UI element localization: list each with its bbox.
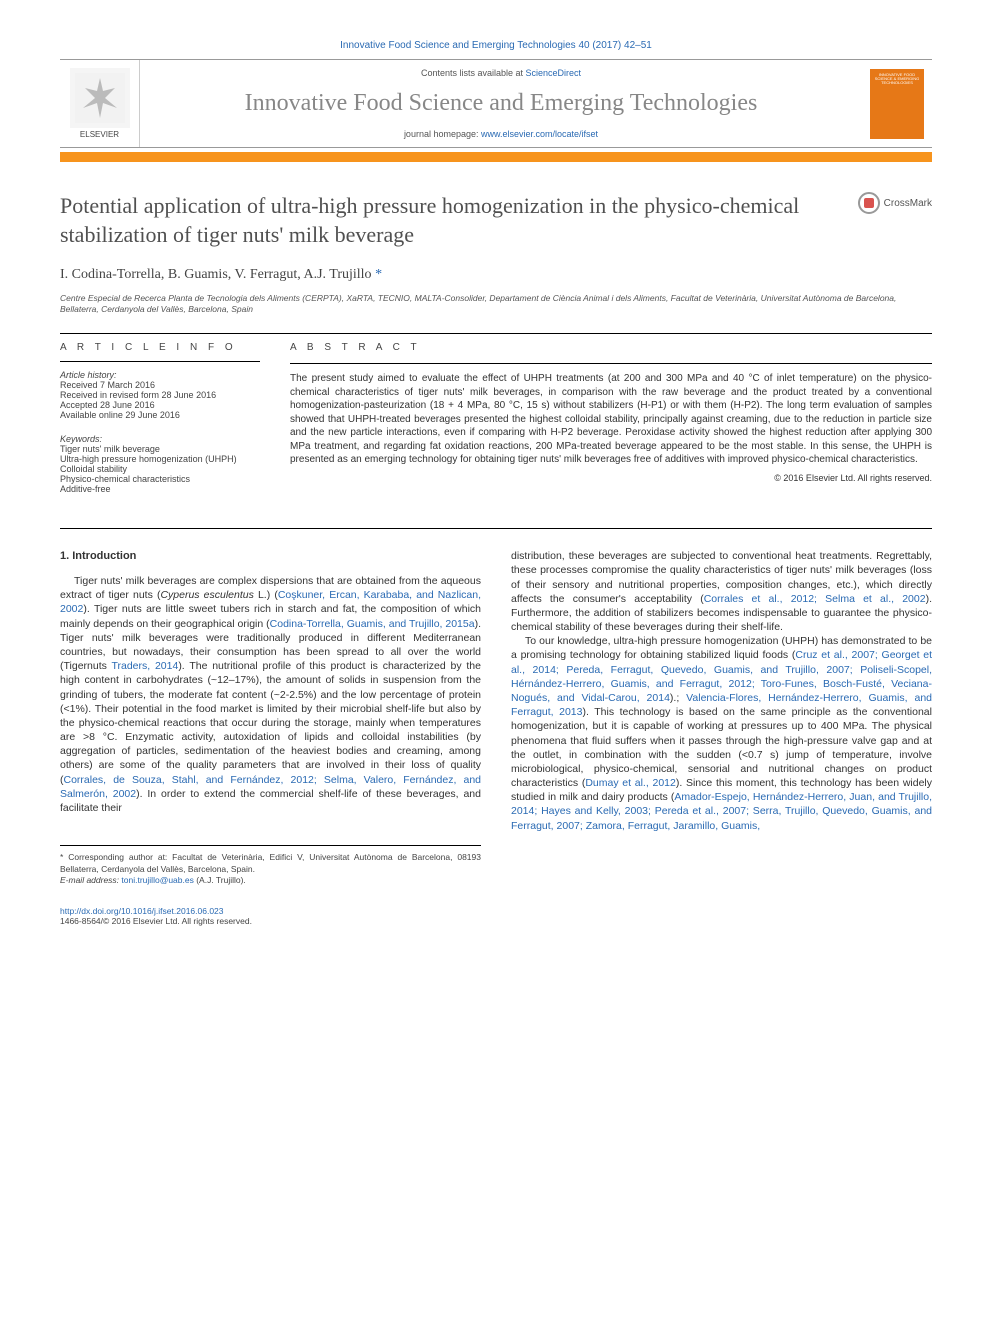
ref-link[interactable]: Dumay et al., 2012	[585, 777, 676, 789]
divider-abstract	[290, 363, 932, 364]
keyword: Physico-chemical characteristics	[60, 474, 190, 484]
article-title: Potential application of ultra-high pres…	[60, 192, 858, 249]
affiliation: Centre Especial de Recerca Planta de Tec…	[60, 293, 932, 315]
publisher-logo-block: ELSEVIER	[60, 60, 140, 147]
crossmark-icon	[858, 192, 880, 214]
journal-name: Innovative Food Science and Emerging Tec…	[160, 90, 842, 117]
top-citation: Innovative Food Science and Emerging Tec…	[60, 40, 932, 51]
body-paragraph: To our knowledge, ultra-high pressure ho…	[511, 634, 932, 832]
ref-link[interactable]: Corrales et al., 2012; Selma et al., 200…	[704, 593, 926, 605]
history-received: Received 7 March 2016	[60, 380, 155, 390]
abstract-text: The present study aimed to evaluate the …	[290, 372, 932, 467]
body-paragraph: distribution, these beverages are subjec…	[511, 549, 932, 634]
section-heading: 1. Introduction	[60, 549, 481, 564]
intro-paragraph: Tiger nuts' milk beverages are complex d…	[60, 574, 481, 815]
history-online: Available online 29 June 2016	[60, 410, 180, 420]
ref-link[interactable]: Codina-Torrella, Guamis, and Trujillo, 2…	[270, 618, 475, 630]
journal-homepage-link[interactable]: www.elsevier.com/locate/ifset	[481, 129, 598, 139]
body-columns: 1. Introduction Tiger nuts' milk beverag…	[60, 549, 932, 886]
history-label: Article history:	[60, 370, 117, 380]
crossmark-badge[interactable]: CrossMark	[858, 192, 932, 214]
keywords-label: Keywords:	[60, 434, 102, 444]
copyright-line: © 2016 Elsevier Ltd. All rights reserved…	[290, 473, 932, 483]
divider-info	[60, 361, 260, 362]
column-left: 1. Introduction Tiger nuts' milk beverag…	[60, 549, 481, 886]
cover-thumb-label: INNOVATIVE FOOD SCIENCE & EMERGING TECHN…	[870, 73, 924, 86]
journal-homepage-line: journal homepage: www.elsevier.com/locat…	[160, 129, 842, 139]
elsevier-tree-icon	[70, 68, 130, 128]
article-info-title: A R T I C L E I N F O	[60, 342, 260, 353]
journal-cover-thumb: INNOVATIVE FOOD SCIENCE & EMERGING TECHN…	[862, 60, 932, 147]
ref-link[interactable]: Traders, 2014	[111, 660, 178, 672]
keyword: Ultra-high pressure homogenization (UHPH…	[60, 454, 237, 464]
contents-line: Contents lists available at ScienceDirec…	[160, 68, 842, 78]
abstract-block: A B S T R A C T The present study aimed …	[290, 342, 932, 508]
history-revised: Received in revised form 28 June 2016	[60, 390, 216, 400]
keyword: Colloidal stability	[60, 464, 127, 474]
corresponding-marker: *	[375, 267, 382, 282]
keyword: Tiger nuts' milk beverage	[60, 444, 160, 454]
elsevier-label: ELSEVIER	[70, 130, 130, 139]
authors-line: I. Codina-Torrella, B. Guamis, V. Ferrag…	[60, 267, 932, 283]
crossmark-label: CrossMark	[884, 198, 932, 209]
doi-link[interactable]: http://dx.doi.org/10.1016/j.ifset.2016.0…	[60, 906, 224, 916]
sciencedirect-link[interactable]: ScienceDirect	[526, 68, 582, 78]
issn-copyright: 1466-8564/© 2016 Elsevier Ltd. All right…	[60, 916, 252, 926]
divider-bottom	[60, 528, 932, 529]
orange-divider	[60, 152, 932, 162]
email-link[interactable]: toni.trujillo@uab.es	[121, 875, 193, 885]
journal-header: ELSEVIER Contents lists available at Sci…	[60, 59, 932, 148]
doi-block: http://dx.doi.org/10.1016/j.ifset.2016.0…	[60, 906, 932, 926]
divider-top	[60, 333, 932, 334]
corresponding-footnote: * Corresponding author at: Facultat de V…	[60, 845, 481, 886]
column-right: distribution, these beverages are subjec…	[511, 549, 932, 886]
keyword: Additive-free	[60, 484, 111, 494]
history-accepted: Accepted 28 June 2016	[60, 400, 155, 410]
article-info-block: A R T I C L E I N F O Article history: R…	[60, 342, 260, 508]
abstract-title: A B S T R A C T	[290, 342, 932, 353]
